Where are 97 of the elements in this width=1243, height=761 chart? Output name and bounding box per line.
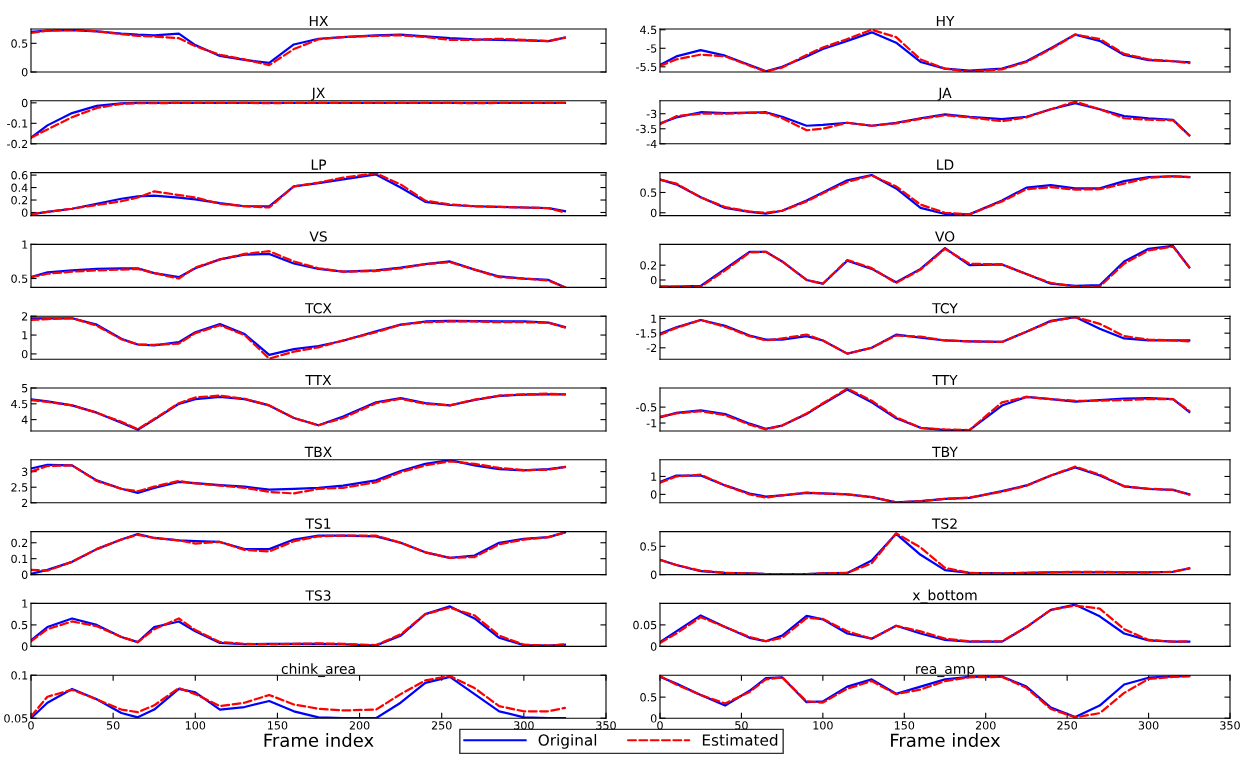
x-tick-label: 300	[1138, 721, 1159, 730]
y-tick-label: 0	[21, 349, 28, 359]
y-tick-label: 2	[21, 312, 28, 321]
chart-title: LD	[937, 159, 954, 170]
y-tick-label: -4	[646, 139, 657, 149]
chart-title: TCY	[932, 303, 958, 314]
y-tick-label: 0.2	[11, 196, 28, 205]
line-series	[660, 173, 1191, 216]
x-tick-label: 150	[268, 721, 288, 730]
y-tick-label: 4.5	[640, 25, 657, 35]
y-tick-label: -5	[646, 44, 657, 53]
x-tick-label: 50	[106, 721, 120, 730]
y-tick-label: 0.5	[640, 693, 657, 702]
line-series	[660, 316, 1191, 355]
chart-title: TTX	[305, 374, 332, 386]
y-tick-label: -0.2	[7, 139, 28, 149]
chart-title: TBX	[304, 446, 332, 457]
y-tick-label: 2.5	[11, 483, 28, 492]
line-series	[660, 244, 1191, 288]
y-tick-label: 0.5	[640, 188, 657, 197]
x-tick-label: 100	[185, 721, 206, 730]
y-tick-label: 1	[22, 599, 28, 608]
y-tick-label: 0.5	[640, 542, 657, 551]
y-tick-label: 4	[21, 415, 28, 424]
x-tick-label: 0	[28, 721, 34, 730]
y-tick-label: 4.5	[11, 399, 28, 409]
x-tick-label: 300	[514, 721, 534, 730]
chart-title: TS3	[305, 590, 331, 601]
y-tick-label: 0	[650, 714, 657, 723]
y-tick-label: 0	[21, 642, 28, 651]
y-tick-label: 0.5	[11, 39, 28, 48]
y-tick-label: -2	[646, 343, 657, 353]
y-tick-label: 0	[650, 275, 657, 285]
chart-title: LP	[311, 159, 327, 170]
x-axis-title: Frame index	[264, 733, 374, 748]
legend-label: Estimated	[702, 733, 778, 746]
y-tick-label: 0.05	[633, 620, 657, 630]
chart-title: VO	[935, 231, 955, 242]
y-tick-label: 0.05	[4, 714, 28, 723]
x-tick-label: 150	[894, 721, 915, 730]
chart-title: chink_area	[281, 663, 355, 678]
y-tick-label: 0.1	[11, 671, 28, 680]
chart-title: TBY	[932, 446, 958, 457]
y-tick-label: -1	[646, 419, 657, 428]
chart-title: HX	[309, 15, 329, 27]
x-tick-label: 350	[1220, 721, 1240, 730]
y-tick-label: 5	[22, 384, 28, 393]
x-tick-label: 250	[1057, 721, 1078, 730]
x-tick-label: 100	[813, 721, 833, 730]
y-tick-label: 0	[650, 642, 657, 651]
y-tick-label: 0	[21, 570, 28, 579]
y-tick-label: 0.4	[11, 183, 28, 192]
x-tick-label: 50	[735, 721, 748, 730]
y-tick-label: 1	[651, 314, 657, 323]
y-tick-label: 0.6	[11, 171, 28, 180]
y-tick-label: 0	[21, 208, 28, 217]
y-tick-label: 0	[650, 490, 657, 499]
x-axis-title: Frame index	[891, 733, 1001, 748]
x-tick-label: 200	[349, 721, 370, 730]
chart-title: rea_amp	[916, 666, 975, 678]
y-tick-label: -0.1	[7, 119, 28, 128]
chart-title: JA	[937, 87, 952, 101]
y-tick-label: -5.5	[636, 62, 657, 72]
x-tick-label: 0	[657, 721, 663, 730]
legend-label: Original	[538, 733, 597, 749]
y-tick-label: 0	[650, 208, 657, 218]
x-tick-label: 250	[431, 721, 452, 730]
chart-title: TS1	[305, 518, 331, 529]
y-tick-label: 1	[651, 472, 657, 481]
line-series	[660, 388, 1191, 431]
y-tick-label: 0.5	[11, 620, 28, 630]
line-series	[660, 675, 1191, 719]
y-tick-label: 0.5	[11, 274, 28, 283]
y-tick-label: 1	[22, 240, 28, 249]
y-tick-label: 0.1	[11, 554, 28, 564]
chart-title: HY	[936, 15, 955, 27]
y-tick-label: 1	[22, 331, 28, 340]
line-series	[660, 532, 1191, 575]
y-tick-label: 0	[21, 67, 28, 77]
y-tick-label: 0	[21, 98, 28, 108]
x-tick-label: 200	[975, 721, 996, 730]
y-tick-label: -1.5	[636, 329, 657, 338]
y-tick-label: 0	[650, 570, 657, 579]
y-tick-label: -3.5	[636, 124, 657, 134]
x-tick-label: 350	[596, 721, 616, 730]
y-tick-label: 3	[22, 467, 28, 477]
chart-title: TTY	[932, 374, 958, 386]
y-tick-label: 0.2	[11, 538, 28, 548]
chart-title: JX	[310, 87, 325, 101]
chart-title: VS	[309, 231, 327, 242]
chart-title: TCX	[305, 303, 332, 314]
y-tick-label: -0.5	[636, 403, 657, 412]
y-tick-label: 0.2	[640, 261, 657, 270]
y-tick-label: -3	[646, 109, 657, 119]
chart-title: x_bottom	[912, 589, 977, 604]
chart-title: TS2	[931, 518, 957, 529]
y-tick-label: 2	[21, 498, 28, 508]
